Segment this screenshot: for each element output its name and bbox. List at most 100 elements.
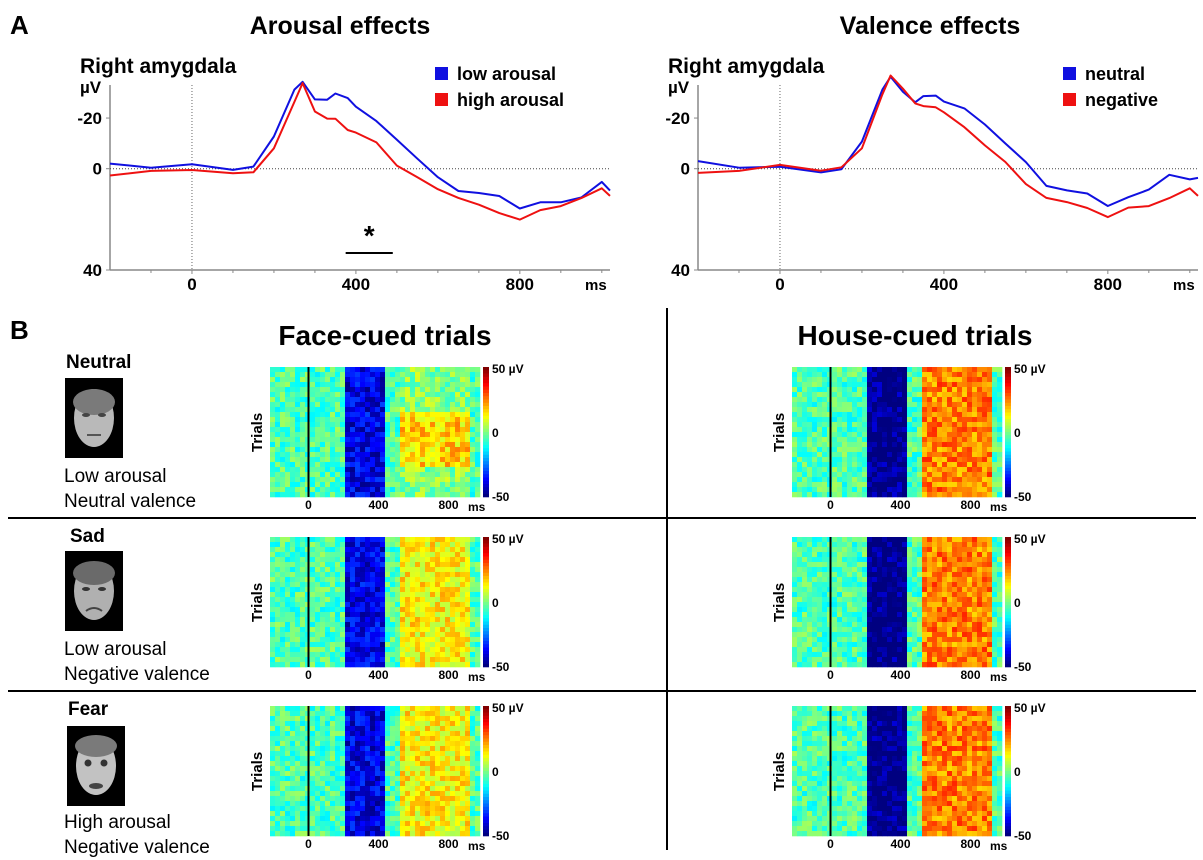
heatmap-cell	[465, 457, 470, 462]
heatmap-cell	[947, 387, 952, 392]
heatmap-cell	[887, 402, 892, 407]
heatmap-cell	[862, 632, 867, 637]
heatmap-cell	[917, 472, 922, 477]
heatmap-cell	[792, 377, 797, 382]
heatmap-cell	[390, 597, 395, 602]
heatmap-cell	[897, 387, 902, 392]
heatmap-cell	[455, 597, 460, 602]
heatmap-cell	[340, 557, 345, 562]
heatmap-cell	[857, 397, 862, 402]
heatmap-cell	[300, 776, 305, 781]
heatmap-cell	[370, 452, 375, 457]
heatmap-cell	[280, 657, 285, 662]
heatmap-cell	[997, 447, 1002, 452]
heatmap-cell	[375, 487, 380, 492]
heatmap-cell	[857, 642, 862, 647]
heatmap-cell	[847, 652, 852, 657]
heatmap-cell	[325, 587, 330, 592]
heatmap-cell	[300, 617, 305, 622]
heatmap-cell	[405, 382, 410, 387]
heatmap-cell	[400, 457, 405, 462]
heatmap-cell	[982, 407, 987, 412]
heatmap-cell	[450, 472, 455, 477]
heatmap-cell	[952, 427, 957, 432]
heatmap-cell	[847, 477, 852, 482]
heatmap-cell	[295, 806, 300, 811]
heatmap-cell	[460, 492, 465, 497]
heatmap-cell	[977, 552, 982, 557]
heatmap-cell	[430, 572, 435, 577]
heatmap-cell	[882, 562, 887, 567]
heatmap-cell	[817, 367, 822, 372]
heatmap-cell	[400, 562, 405, 567]
heatmap-cell	[832, 437, 837, 442]
heatmap-cell	[300, 412, 305, 417]
heatmap-cell	[335, 557, 340, 562]
heatmap-cell	[957, 477, 962, 482]
heatmap-cell	[295, 562, 300, 567]
heatmap-cell	[405, 407, 410, 412]
heatmap-cell	[967, 447, 972, 452]
heatmap-cell	[325, 816, 330, 821]
heatmap-cell	[345, 367, 350, 372]
heatmap-cell	[345, 402, 350, 407]
heatmap-cell	[300, 711, 305, 716]
heatmap-cell	[435, 542, 440, 547]
heatmap-cell	[345, 392, 350, 397]
heatmap-cell	[400, 462, 405, 467]
heatmap-cell	[977, 457, 982, 462]
heatmap-cell	[847, 587, 852, 592]
heatmap-cell	[395, 377, 400, 382]
heatmap-cell	[320, 751, 325, 756]
heatmap-cell	[937, 552, 942, 557]
heatmap-cell	[872, 542, 877, 547]
heatmap-cell	[987, 397, 992, 402]
heatmap-cell	[927, 562, 932, 567]
heatmap-cell	[310, 547, 315, 552]
heatmap-cell	[285, 427, 290, 432]
heatmap-cell	[927, 367, 932, 372]
heatmap-cell	[290, 746, 295, 751]
heatmap-cell	[280, 801, 285, 806]
colorbar-cell	[483, 654, 489, 658]
colorbar-cell	[1005, 484, 1011, 488]
heatmap-cell	[957, 557, 962, 562]
heatmap-cell	[897, 372, 902, 377]
heatmap-cell	[465, 367, 470, 372]
heatmap-cell	[977, 567, 982, 572]
heatmap-cell	[370, 467, 375, 472]
heatmap-cell	[290, 821, 295, 826]
heatmap-cell	[330, 662, 335, 667]
heatmap-cell	[355, 432, 360, 437]
heatmap-cell	[275, 407, 280, 412]
heatmap-cell	[857, 442, 862, 447]
heatmap-cell	[330, 771, 335, 776]
heatmap-cell	[882, 432, 887, 437]
heatmap-cell	[355, 547, 360, 552]
heatmap-cell	[340, 417, 345, 422]
heatmap-cell	[922, 402, 927, 407]
heatmap-cell	[465, 422, 470, 427]
heatmap-cell	[907, 597, 912, 602]
heatmap-cell	[270, 647, 275, 652]
heatmap-cell	[330, 607, 335, 612]
heatmap-cell	[285, 412, 290, 417]
heatmap-cell	[330, 572, 335, 577]
heatmap-cell	[942, 582, 947, 587]
heatmap-cell	[797, 557, 802, 562]
heatmap-cell	[797, 417, 802, 422]
heatmap-cell	[450, 597, 455, 602]
heatmap-cell	[872, 482, 877, 487]
heatmap-cell	[280, 652, 285, 657]
heatmap-cell	[807, 372, 812, 377]
heatmap-cell	[315, 567, 320, 572]
heatmap-cell	[450, 432, 455, 437]
colorbar-cell	[1005, 383, 1011, 387]
heatmap-cell	[992, 477, 997, 482]
heatmap-cell	[802, 657, 807, 662]
heatmap-cell	[832, 427, 837, 432]
heatmap-cell	[410, 462, 415, 467]
heatmap-cell	[285, 736, 290, 741]
heatmap-cell	[390, 467, 395, 472]
heatmap-cell	[430, 662, 435, 667]
